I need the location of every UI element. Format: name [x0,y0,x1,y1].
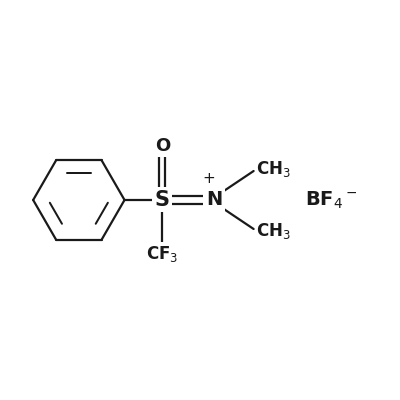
Text: CF$_3$: CF$_3$ [146,244,178,264]
Text: N: N [206,190,222,210]
Text: CH$_3$: CH$_3$ [256,221,290,241]
Text: CH$_3$: CH$_3$ [256,159,290,179]
Text: BF$_4$$^-$: BF$_4$$^-$ [305,189,357,211]
Text: O: O [155,137,170,155]
Text: S: S [155,190,170,210]
Text: +: + [203,171,216,186]
